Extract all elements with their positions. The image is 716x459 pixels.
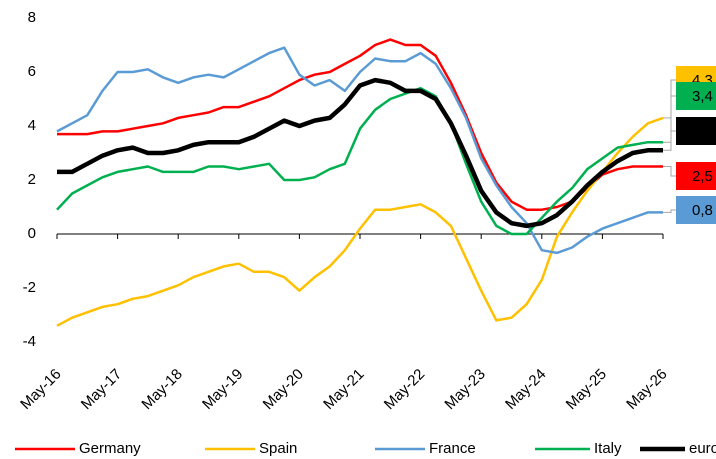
series-line <box>57 38 663 211</box>
value-label: 0,8 <box>692 202 713 219</box>
label-box <box>676 162 716 190</box>
value-label: 3,1 <box>692 123 713 140</box>
x-tick-label: May-20 <box>260 366 307 413</box>
label-leader <box>663 79 676 119</box>
label-box <box>676 196 716 224</box>
x-tick-label: May-23 <box>441 366 488 413</box>
value-label: 2,5 <box>692 168 713 185</box>
y-tick-label: 6 <box>28 63 36 80</box>
series-line <box>56 116 664 327</box>
x-tick-label: May-24 <box>502 366 549 413</box>
series-line <box>56 46 663 255</box>
value-label: 3,4 <box>692 88 713 105</box>
series-line <box>56 86 663 236</box>
y-tick-label: 2 <box>28 171 36 188</box>
x-tick-label: May-25 <box>563 366 610 413</box>
label-box <box>676 82 716 110</box>
legend-label: Spain <box>259 440 297 457</box>
y-tick-label: 8 <box>28 9 36 26</box>
x-tick-label: May-18 <box>138 366 185 413</box>
series-line <box>57 77 663 229</box>
legend-label: Italy <box>594 440 622 457</box>
x-tick-label: May-17 <box>78 366 125 413</box>
x-tick-label: May-26 <box>623 366 670 413</box>
label-leader <box>663 130 676 151</box>
label-leader <box>663 166 676 177</box>
legend-label: Germany <box>79 440 141 457</box>
x-tick-label: May-16 <box>17 366 64 413</box>
y-tick-label: -2 <box>23 279 36 296</box>
label-box <box>676 117 716 145</box>
legend-label: France <box>429 440 476 457</box>
y-tick-label: 4 <box>28 117 36 134</box>
legend-label: euro area <box>689 440 716 457</box>
y-tick-label: -4 <box>23 333 36 350</box>
label-leader <box>663 209 676 213</box>
x-tick-label: May-19 <box>199 366 246 413</box>
y-tick-label: 0 <box>28 225 36 242</box>
x-tick-label: May-22 <box>381 366 428 413</box>
x-tick-label: May-21 <box>320 366 367 413</box>
label-leader <box>663 95 676 143</box>
